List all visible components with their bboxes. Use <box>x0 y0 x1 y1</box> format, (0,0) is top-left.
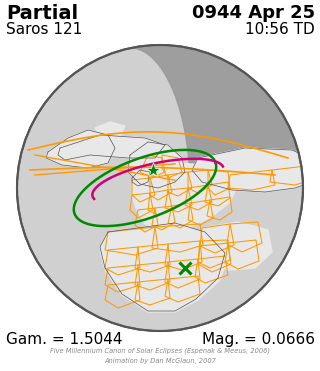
Circle shape <box>17 45 303 331</box>
Circle shape <box>17 45 303 331</box>
Circle shape <box>17 45 303 331</box>
Circle shape <box>17 45 303 331</box>
Circle shape <box>17 45 303 331</box>
Text: Partial: Partial <box>6 4 78 23</box>
Circle shape <box>17 45 303 331</box>
Circle shape <box>17 45 303 331</box>
Polygon shape <box>132 162 238 232</box>
Circle shape <box>17 45 303 331</box>
Circle shape <box>17 45 303 331</box>
Circle shape <box>17 45 303 331</box>
Circle shape <box>17 45 303 331</box>
Circle shape <box>17 45 303 331</box>
Circle shape <box>17 45 303 331</box>
Text: 0944 Apr 25: 0944 Apr 25 <box>192 4 315 22</box>
Circle shape <box>17 45 303 331</box>
Circle shape <box>17 45 303 331</box>
Circle shape <box>17 45 303 331</box>
Circle shape <box>17 45 303 331</box>
Text: Gam. = 1.5044: Gam. = 1.5044 <box>6 332 123 347</box>
Circle shape <box>17 45 303 331</box>
Circle shape <box>17 45 303 331</box>
Polygon shape <box>95 122 125 138</box>
Circle shape <box>17 45 303 331</box>
Circle shape <box>17 45 303 331</box>
Circle shape <box>17 45 303 331</box>
Circle shape <box>17 45 303 331</box>
Circle shape <box>17 45 303 331</box>
Circle shape <box>17 45 303 331</box>
Circle shape <box>17 45 303 331</box>
Circle shape <box>17 45 303 331</box>
Polygon shape <box>200 222 272 270</box>
Circle shape <box>17 45 303 331</box>
Circle shape <box>17 45 303 331</box>
Circle shape <box>17 45 303 331</box>
Polygon shape <box>292 155 320 175</box>
Circle shape <box>17 45 303 331</box>
Circle shape <box>17 45 303 331</box>
Polygon shape <box>192 148 318 192</box>
Circle shape <box>17 45 303 331</box>
Circle shape <box>17 45 303 331</box>
Circle shape <box>17 45 303 331</box>
Circle shape <box>17 45 303 331</box>
Text: Saros 121: Saros 121 <box>6 22 82 37</box>
Text: 10:56 TD: 10:56 TD <box>245 22 315 37</box>
Polygon shape <box>58 135 165 160</box>
Circle shape <box>17 45 303 331</box>
Polygon shape <box>100 224 228 312</box>
Circle shape <box>17 45 303 331</box>
Polygon shape <box>46 130 115 168</box>
Circle shape <box>17 45 303 331</box>
Circle shape <box>17 45 303 331</box>
Circle shape <box>17 45 303 331</box>
Circle shape <box>17 45 303 331</box>
Circle shape <box>17 45 303 331</box>
Polygon shape <box>132 170 150 186</box>
Circle shape <box>17 45 303 331</box>
Polygon shape <box>128 45 301 164</box>
Text: Five Millennium Canon of Solar Eclipses (Espenak & Meeus, 2006): Five Millennium Canon of Solar Eclipses … <box>50 348 270 355</box>
Circle shape <box>17 45 303 331</box>
Circle shape <box>17 45 303 331</box>
Circle shape <box>17 45 303 331</box>
Circle shape <box>17 45 303 331</box>
Circle shape <box>17 45 303 331</box>
Circle shape <box>17 45 303 331</box>
Text: Animation by Dan McGlaun, 2007: Animation by Dan McGlaun, 2007 <box>104 358 216 364</box>
Circle shape <box>17 45 303 331</box>
Circle shape <box>17 45 303 331</box>
Text: Mag. = 0.0666: Mag. = 0.0666 <box>202 332 315 347</box>
Circle shape <box>17 45 303 331</box>
Circle shape <box>17 45 303 331</box>
Circle shape <box>17 45 303 331</box>
Polygon shape <box>128 142 185 188</box>
